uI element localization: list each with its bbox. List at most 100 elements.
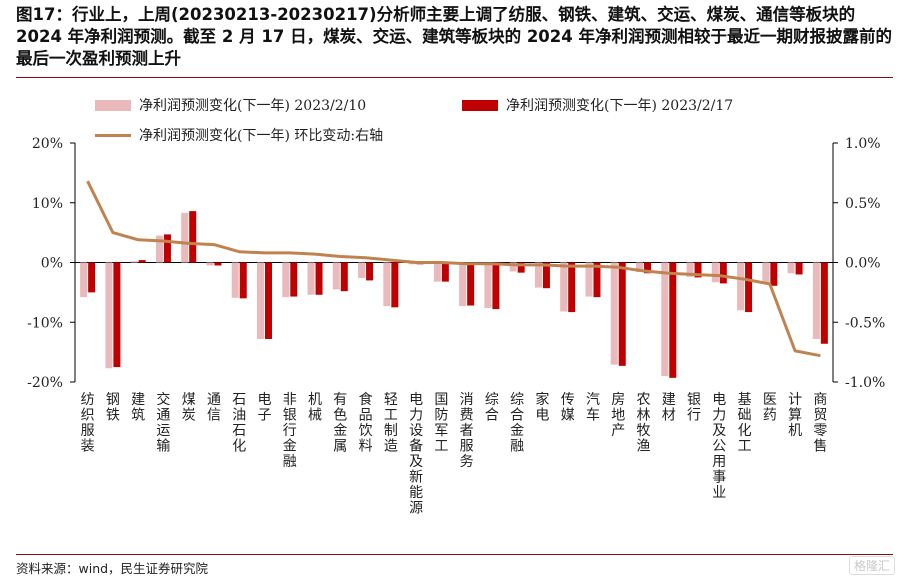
bar-s1 <box>737 262 745 311</box>
bar-s2 <box>719 262 727 284</box>
category-label: 银行 <box>687 392 701 424</box>
bar-s2 <box>138 260 146 263</box>
bar-s2 <box>189 211 197 263</box>
category-label: 通信 <box>207 392 221 424</box>
bar-s1 <box>181 212 189 263</box>
legend-label-s1: 净利润预测变化(下一年) 2023/2/10 <box>139 98 367 114</box>
category-label: 电子 <box>258 392 272 424</box>
bar-s1 <box>812 262 820 339</box>
category-label: 传媒 <box>561 392 575 424</box>
bar-s1 <box>484 262 492 308</box>
bar-s2 <box>568 262 576 313</box>
category-label: 有色金属 <box>333 392 347 455</box>
right-tick-label: 1.0% <box>845 136 881 152</box>
bar-s1 <box>383 262 391 307</box>
bar-s2 <box>618 262 626 366</box>
bar-s2 <box>745 262 753 313</box>
bar-s2 <box>593 262 601 298</box>
right-tick-label: -0.5% <box>845 315 885 331</box>
bar-s1 <box>332 262 340 290</box>
footer-divider <box>16 554 893 555</box>
category-label: 基础化工 <box>738 391 752 455</box>
category-label: 机械 <box>308 392 322 424</box>
bar-s2 <box>214 262 222 266</box>
bar-s2 <box>88 262 96 293</box>
bar-s1 <box>459 262 467 307</box>
bar-s2 <box>694 262 702 278</box>
bar-s1 <box>509 262 517 272</box>
left-tick-label: -10% <box>27 315 63 331</box>
left-tick-label: 0% <box>41 256 63 272</box>
bar-s2 <box>467 262 475 306</box>
bar-s2 <box>542 262 550 289</box>
category-label: 纺织服装 <box>81 392 95 455</box>
bar-s1 <box>787 262 795 274</box>
category-label: 医药 <box>763 392 777 424</box>
left-tick-label: 10% <box>32 196 63 212</box>
bar-s1 <box>560 262 568 312</box>
category-label: 农林牧渔 <box>637 392 651 455</box>
bar-s1 <box>534 262 542 288</box>
category-label: 建筑 <box>131 392 145 424</box>
right-tick-label: 0.5% <box>845 196 881 212</box>
bar-s1 <box>105 262 113 369</box>
category-label: 电力设备及新能源 <box>409 392 423 517</box>
bar-s1 <box>307 262 315 295</box>
category-label: 食品饮料 <box>359 391 373 455</box>
series-line-s3 <box>86 180 821 358</box>
bar-s1 <box>282 262 290 298</box>
right-tick-label: 0.0% <box>845 256 881 272</box>
bar-s1 <box>358 262 366 279</box>
bar-s2 <box>795 262 803 275</box>
category-label: 家电 <box>535 391 549 424</box>
bar-s2 <box>315 262 323 295</box>
legend-swatch-s2 <box>462 99 498 111</box>
bar-s2 <box>113 262 121 368</box>
category-label: 汽车 <box>586 392 600 424</box>
category-label: 煤炭 <box>182 392 196 424</box>
bar-s1 <box>80 262 88 298</box>
bar-s1 <box>257 262 264 339</box>
bar-s1 <box>762 262 770 284</box>
bar-s2 <box>492 262 500 310</box>
legend-label-s2: 净利润预测变化(下一年) 2023/2/17 <box>506 98 734 114</box>
right-tick-label: -1.0% <box>845 375 885 391</box>
bar-s1 <box>433 262 441 282</box>
category-label: 商贸零售 <box>813 392 827 455</box>
bar-s1 <box>155 235 163 263</box>
bar-s1 <box>130 261 138 263</box>
chart-title: 图17：行业上，上周(20230213-20230217)分析师主要上调了纺服、… <box>16 5 892 68</box>
bar-s2 <box>239 262 247 299</box>
category-label: 计算机 <box>788 392 802 439</box>
bar-s2 <box>441 262 449 282</box>
bar-s1 <box>231 262 239 298</box>
bar-s2 <box>644 262 651 274</box>
bar-s2 <box>669 262 677 378</box>
bar-s2 <box>820 262 828 344</box>
bar-s1 <box>636 262 643 273</box>
bar-s2 <box>391 262 399 308</box>
legend-item-s1: 净利润预测变化(下一年) 2023/2/10 <box>95 95 366 115</box>
source-note: 资料来源：wind，民生证券研究院 <box>16 561 209 576</box>
category-label: 建材 <box>662 392 676 424</box>
bar-s1 <box>610 262 618 365</box>
chart-area: 20% 10% 0% -10% -20% 1.0% 0.5% 0.0% -0.5% -1.0% 纺… <box>27 136 885 517</box>
category-label: 钢铁 <box>106 392 120 424</box>
legend-label-s3: 净利润预测变化(下一年) 环比变动:右轴 <box>139 128 384 144</box>
bar-s1 <box>711 262 719 283</box>
category-label: 电力及公用事业 <box>712 392 726 501</box>
bar-s2 <box>366 262 374 281</box>
legend-swatch-s1 <box>95 99 131 111</box>
title-divider <box>16 77 893 78</box>
bar-s1 <box>585 262 593 297</box>
category-label: 石油石化 <box>232 392 246 455</box>
legend-item-s3: 净利润预测变化(下一年) 环比变动:右轴 <box>95 125 383 145</box>
bar-s2 <box>290 262 298 297</box>
bar-s2 <box>340 262 348 292</box>
category-label: 综合金融 <box>510 392 524 455</box>
category-label: 消费者服务 <box>460 392 474 470</box>
bar-s2 <box>770 262 778 286</box>
bar-s2 <box>265 262 272 339</box>
bar-s1 <box>686 262 694 277</box>
category-label: 轻工制造 <box>384 392 398 455</box>
